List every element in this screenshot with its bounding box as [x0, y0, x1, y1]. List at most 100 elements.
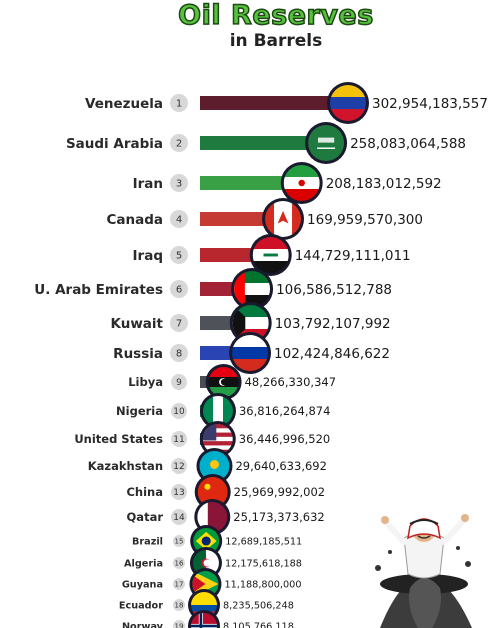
country-label: Libya — [128, 375, 163, 389]
russia-flag-icon — [232, 335, 269, 371]
bar-row: Nigeria 10 36,816,264,874 — [116, 393, 330, 429]
mascot-illustration — [375, 514, 472, 628]
rank-number: 10 — [173, 407, 185, 417]
brazil-flag-icon — [193, 528, 220, 554]
value-label: 36,816,264,874 — [239, 404, 330, 418]
bar — [200, 136, 327, 150]
rank-number: 18 — [175, 602, 184, 610]
rank-number: 2 — [176, 139, 182, 150]
rank-badge — [170, 174, 188, 192]
bar-row: Iraq 5 144,729,111,011 — [133, 234, 411, 276]
rank-badge — [173, 578, 185, 590]
bar — [200, 176, 302, 190]
country-label: China — [126, 485, 163, 499]
value-label: 12,175,618,188 — [225, 558, 302, 569]
bar — [200, 212, 284, 226]
rank-badge — [170, 314, 188, 332]
canada-flag-icon — [265, 201, 302, 237]
value-label: 302,954,183,557 — [372, 96, 488, 112]
bar-row: United States 11 36,446,996,520 — [74, 421, 330, 457]
iraq-flag-icon — [252, 237, 289, 273]
rank-number: 16 — [175, 560, 184, 568]
rank-number: 13 — [173, 488, 184, 498]
value-label: 106,586,512,788 — [276, 282, 392, 298]
country-label: Kuwait — [111, 316, 164, 332]
country-label: Guyana — [122, 579, 163, 590]
rank-number: 8 — [176, 349, 182, 360]
norway-flag-icon — [191, 613, 217, 628]
rank-badge — [173, 535, 185, 547]
value-label: 208,183,012,592 — [326, 176, 442, 192]
rank-number: 14 — [173, 513, 185, 523]
rank-badge — [170, 344, 188, 362]
rank-number: 19 — [175, 623, 184, 628]
value-label: 8,235,506,248 — [223, 600, 294, 611]
bar-row: Qatar 14 25,173,373,632 — [127, 499, 325, 535]
rank-badge — [171, 484, 187, 500]
rank-number: 15 — [175, 538, 184, 546]
bar-row: Russia 8 102,424,846,622 — [113, 332, 390, 374]
country-label: Qatar — [127, 510, 164, 524]
value-label: 8,105,766,118 — [223, 621, 294, 628]
rank-number: 4 — [176, 215, 182, 226]
country-label: Nigeria — [116, 404, 163, 418]
iran-flag-icon — [283, 165, 320, 201]
rank-number: 17 — [175, 581, 184, 589]
country-label: Brazil — [132, 536, 163, 547]
rank-badge — [171, 458, 187, 474]
rank-number: 3 — [176, 179, 182, 190]
rank-badge — [171, 374, 187, 390]
bar-row: Saudi Arabia 2 258,083,064,588 — [66, 122, 466, 164]
bar-row: Iran 3 208,183,012,592 — [133, 162, 442, 204]
rank-badge — [173, 620, 185, 628]
country-label: Russia — [113, 346, 163, 362]
bar-row: Libya 9 48,266,330,347 — [128, 364, 336, 400]
rank-badge — [170, 246, 188, 264]
bar-row: Norway 19 8,105,766,118 — [122, 610, 294, 628]
value-label: 11,188,800,000 — [224, 579, 301, 590]
rank-badge — [173, 599, 185, 611]
value-label: 258,083,064,588 — [350, 136, 466, 152]
saudi-arabia-flag-icon — [308, 125, 345, 161]
value-label: 48,266,330,347 — [245, 375, 336, 389]
rank-badge — [170, 134, 188, 152]
rank-number: 7 — [176, 319, 182, 330]
rank-number: 11 — [173, 435, 184, 445]
country-label: Venezuela — [85, 96, 163, 112]
rank-badge — [171, 403, 187, 419]
value-label: 29,640,633,692 — [235, 459, 326, 473]
country-label: Canada — [106, 212, 163, 228]
bar-row: China 13 25,969,992,002 — [126, 474, 325, 510]
value-label: 144,729,111,011 — [295, 248, 411, 264]
rank-badge — [173, 557, 185, 569]
value-label: 103,792,107,992 — [275, 316, 391, 332]
value-label: 36,446,996,520 — [239, 432, 330, 446]
value-label: 102,424,846,622 — [274, 346, 390, 362]
bar-row: Brazil 15 12,689,185,511 — [132, 525, 302, 557]
rank-number: 1 — [176, 99, 182, 110]
country-label: Ecuador — [119, 600, 163, 611]
libya-flag-icon — [208, 367, 239, 397]
rank-number: 5 — [176, 251, 182, 262]
rank-badge — [170, 94, 188, 112]
rank-badge — [171, 431, 187, 447]
bar-row: Kazakhstan 12 29,640,633,692 — [88, 448, 327, 484]
chart-subtitle: in Barrels — [229, 31, 323, 51]
country-label: United States — [74, 432, 163, 446]
rank-number: 6 — [176, 285, 182, 296]
country-label: Iraq — [133, 248, 163, 264]
country-label: Iran — [133, 176, 163, 192]
country-label: Kazakhstan — [88, 459, 163, 473]
value-label: 169,959,570,300 — [307, 212, 423, 228]
country-label: Saudi Arabia — [66, 136, 163, 152]
rank-badge — [170, 280, 188, 298]
bar-row: Kuwait 7 103,792,107,992 — [111, 302, 391, 344]
rank-number: 12 — [173, 462, 184, 472]
bar-row: Canada 4 169,959,570,300 — [106, 198, 423, 240]
bar — [200, 96, 348, 110]
country-label: U. Arab Emirates — [34, 282, 163, 298]
value-label: 12,689,185,511 — [225, 536, 302, 547]
nigeria-flag-icon — [202, 396, 233, 426]
country-label: Norway — [122, 621, 164, 628]
